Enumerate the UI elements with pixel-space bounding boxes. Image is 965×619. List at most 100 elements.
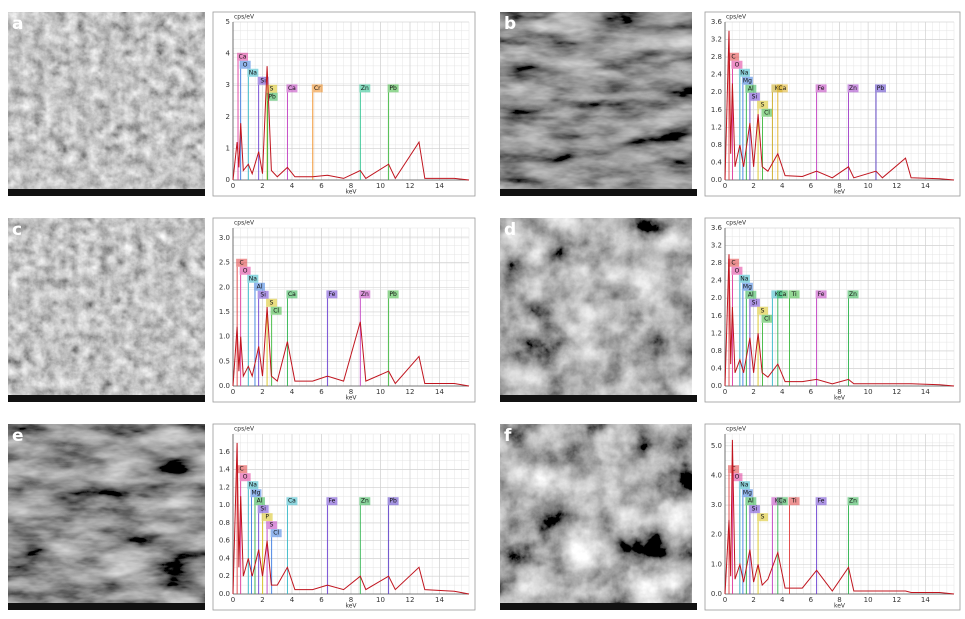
element-label: Si bbox=[260, 77, 266, 84]
element-tag bbox=[239, 266, 251, 275]
element-tag bbox=[359, 290, 371, 299]
element-tag bbox=[257, 290, 269, 299]
element-tag bbox=[761, 314, 773, 323]
element-tag bbox=[236, 258, 248, 267]
element-tag bbox=[247, 481, 259, 490]
element-tag bbox=[761, 108, 773, 117]
x-tick-label: 2 bbox=[751, 596, 755, 604]
element-tag bbox=[815, 84, 827, 93]
element-tag bbox=[239, 473, 251, 482]
x-tick-label: 4 bbox=[290, 596, 295, 604]
x-tick-label: 12 bbox=[406, 596, 415, 604]
scale-bar-strip bbox=[8, 395, 205, 402]
y-tick-label: 1.6 bbox=[219, 448, 231, 456]
x-axis-label: keV bbox=[345, 603, 357, 610]
element-tag bbox=[745, 84, 757, 93]
x-tick-label: 2 bbox=[260, 388, 264, 396]
y-tick-label: 0.0 bbox=[711, 382, 722, 390]
y-axis-label: cps/eV bbox=[726, 426, 747, 433]
element-tag bbox=[247, 68, 259, 77]
y-tick-label: 1 bbox=[226, 144, 230, 152]
x-tick-label: 6 bbox=[319, 182, 324, 190]
element-label: Ti bbox=[790, 498, 796, 505]
y-tick-label: 3.6 bbox=[711, 224, 723, 232]
element-label: Na bbox=[740, 69, 748, 76]
y-tick-label: 1.6 bbox=[711, 312, 723, 320]
scale-bar-strip bbox=[500, 603, 697, 610]
x-tick-label: 14 bbox=[435, 182, 444, 190]
element-tag bbox=[387, 497, 399, 506]
y-tick-label: 4.0 bbox=[711, 471, 722, 479]
element-label: Al bbox=[748, 85, 754, 92]
element-tag bbox=[847, 290, 859, 299]
element-tag bbox=[359, 84, 371, 93]
x-tick-label: 4 bbox=[780, 596, 785, 604]
element-label: Pb bbox=[389, 291, 397, 298]
element-label: Ca bbox=[778, 291, 786, 298]
element-tag bbox=[745, 290, 757, 299]
element-label: Fe bbox=[328, 498, 335, 505]
y-tick-label: 1.6 bbox=[711, 106, 723, 114]
y-axis-label: cps/eV bbox=[726, 220, 747, 227]
y-tick-label: 3.6 bbox=[711, 18, 723, 26]
element-tag bbox=[776, 497, 788, 506]
element-tag bbox=[266, 521, 278, 530]
element-label: Zn bbox=[361, 291, 369, 298]
y-tick-label: 0.8 bbox=[711, 141, 722, 149]
y-tick-label: 0 bbox=[226, 176, 230, 184]
element-tag bbox=[788, 290, 800, 299]
element-label: Ca bbox=[239, 53, 247, 60]
x-tick-label: 10 bbox=[376, 182, 385, 190]
panel-label: e bbox=[12, 426, 24, 446]
x-tick-label: 12 bbox=[892, 388, 901, 396]
eds-spectrum: 0.0 0.4 0.8 1.2 1.6 2.0 2.4 2.8 3.2 3.6 0 2 4 6 8 10 12 1… bbox=[704, 217, 961, 403]
element-tag bbox=[731, 266, 743, 275]
element-label: O bbox=[243, 474, 248, 481]
y-tick-label: 1.0 bbox=[219, 501, 230, 509]
element-label: S bbox=[270, 85, 274, 92]
y-tick-label: 0.4 bbox=[219, 554, 231, 562]
x-tick-label: 6 bbox=[319, 388, 324, 396]
spectrum-line bbox=[232, 306, 470, 387]
element-tag bbox=[359, 497, 371, 506]
x-axis-label: keV bbox=[834, 189, 846, 196]
element-tag bbox=[815, 497, 827, 506]
x-tick-label: 8 bbox=[837, 182, 841, 190]
element-label: Al bbox=[257, 283, 263, 290]
element-tag bbox=[326, 290, 338, 299]
eds-spectrum: 0.0 0.4 0.8 1.2 1.6 2.0 2.4 2.8 3.2 3.6 0 2 4 6 8 10 12 1… bbox=[704, 11, 961, 197]
y-tick-label: 0.5 bbox=[219, 357, 230, 365]
sem-image bbox=[8, 12, 205, 196]
element-tag bbox=[815, 290, 827, 299]
x-tick-label: 10 bbox=[376, 596, 385, 604]
x-tick-label: 2 bbox=[751, 388, 755, 396]
x-tick-label: 2 bbox=[260, 182, 264, 190]
element-label: C bbox=[731, 53, 735, 60]
element-tag bbox=[257, 505, 269, 514]
element-label: Cr bbox=[314, 85, 321, 92]
y-tick-label: 0.0 bbox=[219, 382, 230, 390]
element-tag bbox=[387, 290, 399, 299]
element-label: C bbox=[731, 466, 735, 473]
element-tag bbox=[286, 84, 298, 93]
y-tick-label: 5.0 bbox=[711, 442, 722, 450]
element-tag bbox=[728, 465, 740, 474]
spectrum-line bbox=[724, 254, 955, 387]
element-label: Cl bbox=[273, 530, 279, 537]
element-label: Mg bbox=[251, 490, 260, 497]
element-tag bbox=[738, 274, 750, 283]
element-tag bbox=[286, 290, 298, 299]
element-label: O bbox=[243, 267, 248, 274]
element-label: O bbox=[735, 267, 740, 274]
x-tick-label: 8 bbox=[837, 596, 841, 604]
x-tick-label: 14 bbox=[435, 388, 444, 396]
x-tick-label: 0 bbox=[723, 388, 727, 396]
y-tick-label: 1.5 bbox=[219, 308, 230, 316]
element-label: Na bbox=[249, 69, 257, 76]
element-label: S bbox=[761, 514, 765, 521]
element-label: Zn bbox=[361, 85, 369, 92]
element-label: Cl bbox=[764, 109, 770, 116]
element-tag bbox=[266, 84, 278, 93]
element-label: Ca bbox=[288, 498, 296, 505]
